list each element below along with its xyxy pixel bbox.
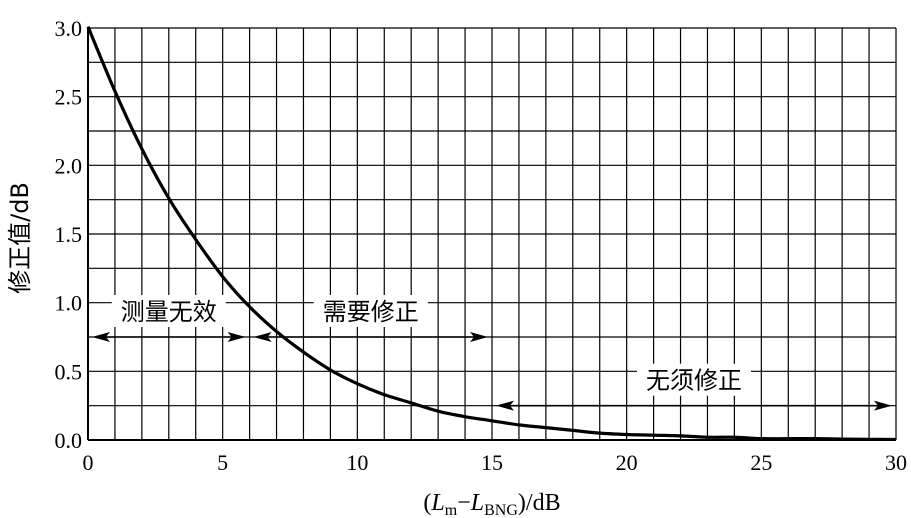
x-axis-title-l2: L — [470, 490, 484, 516]
annotation-label: 需要修正 — [323, 298, 419, 326]
x-axis-title-sub2: BNG — [484, 502, 518, 518]
y-tick-label: 1.0 — [55, 291, 83, 316]
y-axis-title: 修正值/dB — [6, 182, 34, 294]
y-tick-label: 0.0 — [55, 428, 83, 453]
annotation-label: 测量无效 — [121, 298, 217, 326]
annotation-1: 测量无效 — [92, 295, 246, 342]
annotation-arrowhead-right — [470, 332, 488, 342]
x-tick-label: 10 — [346, 450, 368, 475]
x-axis-title-sub1: m — [445, 502, 458, 518]
x-tick-label: 0 — [83, 450, 94, 475]
y-tick-label: 0.5 — [55, 359, 83, 384]
x-axis-title-close: )/dB — [518, 490, 561, 516]
x-tick-label: 25 — [750, 450, 772, 475]
x-axis-title-open: ( — [423, 490, 431, 516]
x-tick-label: 20 — [616, 450, 638, 475]
x-axis-title: (Lm−LBNG)/dB — [423, 490, 560, 518]
x-tick-label: 15 — [481, 450, 503, 475]
annotation-label-bg — [111, 295, 226, 327]
annotation-arrowhead-left — [496, 400, 514, 411]
annotation-arrowhead-right — [227, 332, 246, 342]
x-tick-label: 5 — [217, 450, 228, 475]
annotation-arrowhead-left — [92, 332, 110, 342]
x-axis-title-minus: − — [457, 490, 471, 516]
annotation-label: 无须修正 — [646, 367, 742, 395]
annotation-2: 需要修正 — [253, 295, 488, 342]
annotation-arrowhead-right — [874, 400, 892, 411]
annotation-label-bg — [313, 295, 428, 327]
annotation-label-bg — [637, 363, 751, 396]
y-tick-label: 2.0 — [55, 153, 83, 178]
y-tick-label: 1.5 — [55, 222, 83, 247]
x-axis-title-l1: L — [430, 490, 444, 516]
y-tick-label: 3.0 — [55, 16, 83, 41]
series-line — [86, 26, 897, 442]
x-tick-label: 30 — [885, 450, 907, 475]
y-tick-label: 2.5 — [55, 85, 83, 110]
annotation-arrowhead-left — [253, 332, 272, 342]
annotation-3: 无须修正 — [496, 363, 892, 411]
